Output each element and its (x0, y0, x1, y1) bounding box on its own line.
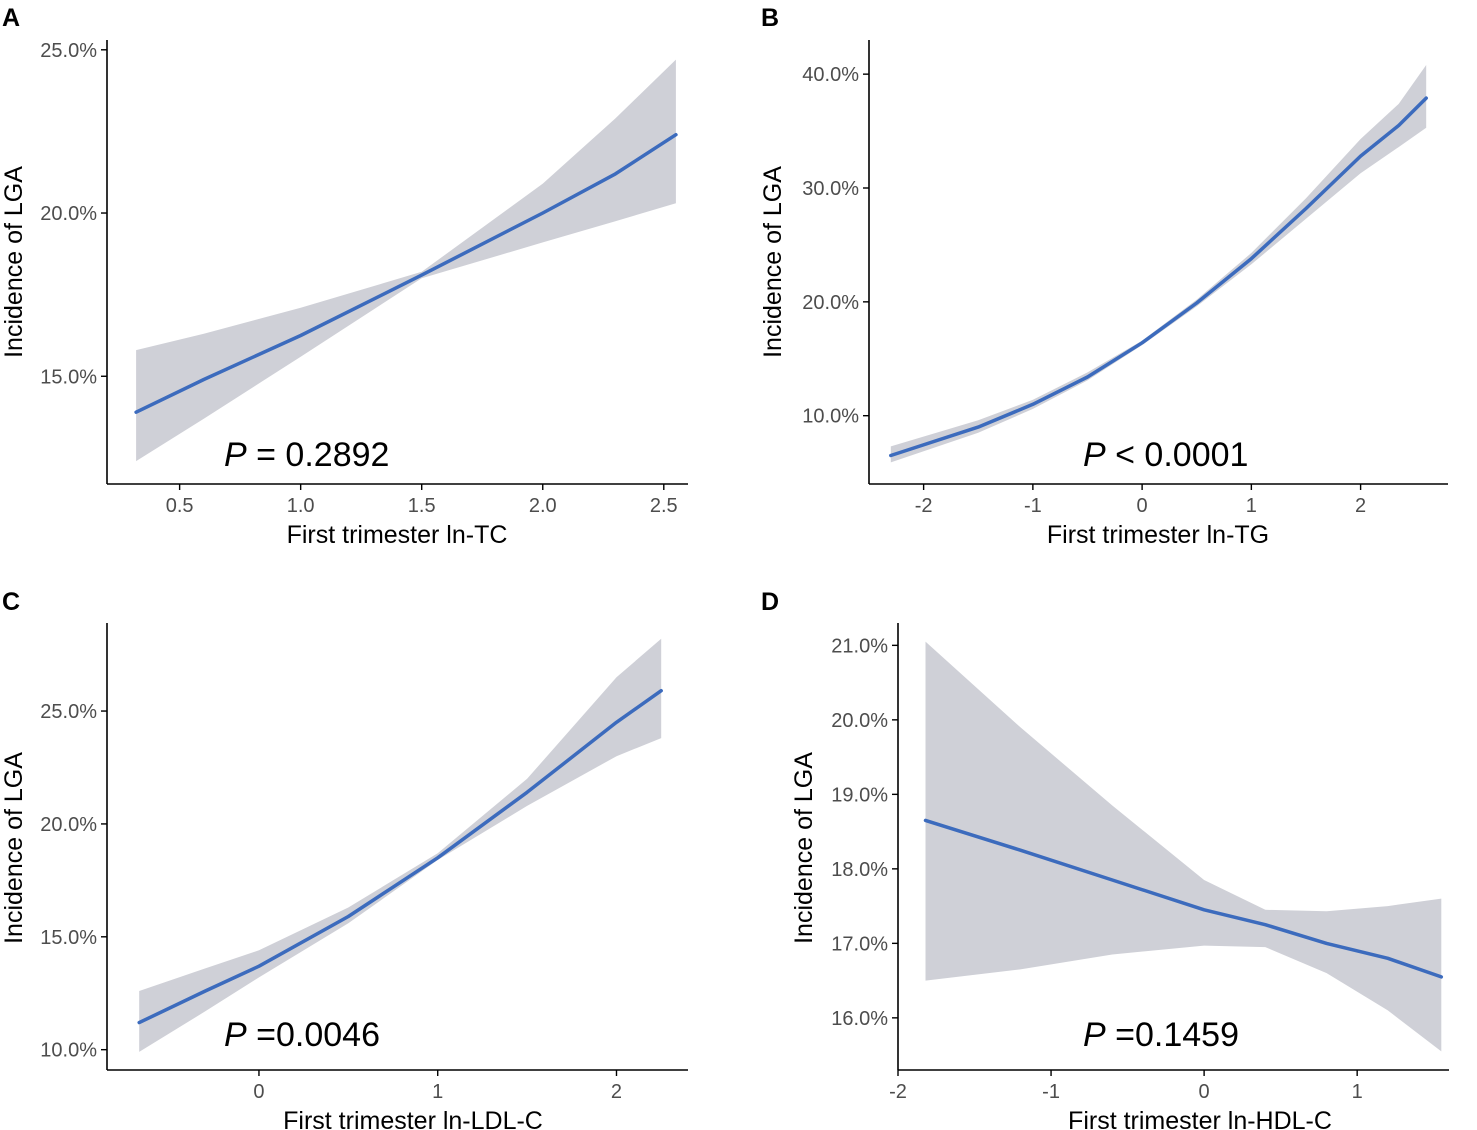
panel-b-x-tick-label: -1 (1024, 495, 1042, 517)
panel-b-p-symbol: P (1083, 436, 1106, 474)
panel-a-p-number: = 0.2892 (247, 436, 390, 474)
panel-d-chart: -2 -1 0 1 16.0% 17.0% 18.0% 19.0% 20.0% 21.0% Firs… (761, 588, 1449, 1130)
panel-d-y-tick-label: 20.0% (831, 710, 888, 732)
panel-b-x-axis-title: First trimester ln-TG (1047, 521, 1269, 549)
panel-d-x-axis-title: First trimester ln-HDL-C (1068, 1107, 1332, 1130)
panel-b-x-tick-label: -2 (915, 495, 933, 517)
panel-d-x-tick-label: 0 (1199, 1081, 1210, 1103)
panel-c-chart: 0 1 2 10.0% 15.0% 20.0% 25.0% First trimester l… (0, 588, 688, 1130)
panel-a-x-tick-label: 1.0 (287, 495, 315, 517)
panel-b-x-tick-label: 0 (1137, 495, 1148, 517)
panel-b-y-tick-label: 40.0% (802, 64, 859, 86)
panel-d-y-tick-label: 19.0% (831, 784, 888, 806)
panel-d-x-tick-label: -1 (1042, 1081, 1060, 1103)
panel-a-y-tick-label: 25.0% (40, 40, 97, 62)
panel-b-letter: B (761, 4, 779, 32)
panel-b-y-axis-title: Incidence of LGA (759, 166, 787, 358)
panel-c-p-symbol: P (224, 1016, 247, 1054)
panel-b-p-number: < 0.0001 (1106, 436, 1249, 474)
panel-d-y-tick-label: 21.0% (831, 635, 888, 657)
panel-a-x-tick-label: 0.5 (166, 495, 194, 517)
panel-b-confidence-band (890, 65, 1427, 463)
panel-d-letter: D (761, 588, 779, 616)
panel-b-x-tick-label: 2 (1355, 495, 1366, 517)
panel-a-y-axis-title: Incidence of LGA (0, 166, 28, 358)
panel-d-confidence-band (925, 641, 1442, 1052)
panel-c-x-tick-label: 2 (611, 1081, 622, 1103)
panel-b-y-tick-label: 10.0% (802, 406, 859, 428)
panel-a-chart: 0.5 1.0 1.5 2.0 2.5 15.0% 20.0% 25.0% First trim… (0, 4, 688, 549)
panel-d-x-tick-label: 1 (1352, 1081, 1363, 1103)
panel-d-fit-line (923, 818, 1444, 979)
panel-d-x-tick-label: -2 (889, 1081, 907, 1103)
panel-a-x-tick-label: 2.0 (529, 495, 557, 517)
panel-a-p-symbol: P (224, 436, 247, 474)
panel-d-y-tick-label: 17.0% (831, 933, 888, 955)
panel-c-confidence-band (139, 638, 662, 1052)
panel-c-y-tick-label: 10.0% (40, 1040, 97, 1062)
panel-b-p-value: P < 0.0001 (1083, 436, 1248, 474)
panel-d-p-symbol: P (1083, 1016, 1106, 1054)
panel-d-p-value: P =0.1459 (1083, 1016, 1239, 1054)
panel-c-x-axis-title: First trimester ln-LDL-C (283, 1107, 543, 1130)
panel-c-y-tick-label: 15.0% (40, 927, 97, 949)
panel-d-y-axis-title: Incidence of LGA (790, 752, 818, 944)
panel-a-y-tick-label: 20.0% (40, 203, 97, 225)
panel-d-y-tick-label: 18.0% (831, 859, 888, 881)
panel-a-p-value: P = 0.2892 (224, 436, 389, 474)
panel-a-confidence-band (136, 59, 676, 462)
panel-b-y-tick-label: 30.0% (802, 178, 859, 200)
panel-b-fit-line (889, 96, 1428, 458)
panel-c-y-tick-label: 25.0% (40, 701, 97, 723)
panel-c-y-axis-title: Incidence of LGA (0, 752, 28, 944)
panel-b-chart: -2 -1 0 1 2 10.0% 20.0% 30.0% 40.0% First trimest… (759, 4, 1448, 549)
panel-a-letter: A (2, 4, 20, 32)
panel-c-x-tick-label: 0 (253, 1081, 264, 1103)
panel-d-y-tick-label: 16.0% (831, 1008, 888, 1030)
panel-c-y-tick-label: 20.0% (40, 814, 97, 836)
panel-d-p-number: =0.1459 (1106, 1016, 1239, 1054)
panel-c-p-number: =0.0046 (247, 1016, 380, 1054)
panel-c-fit-line (137, 688, 663, 1025)
panel-c-x-tick-label: 1 (432, 1081, 443, 1103)
panel-c-p-value: P =0.0046 (224, 1016, 380, 1054)
panel-a-x-tick-label: 1.5 (408, 495, 436, 517)
panel-a-y-tick-label: 15.0% (40, 366, 97, 388)
panel-b-y-tick-label: 20.0% (802, 292, 859, 314)
panel-a-fit-line (134, 132, 678, 414)
panel-a-x-axis-title: First trimester ln-TC (287, 521, 508, 549)
panel-c-letter: C (2, 588, 20, 616)
panel-a-x-tick-label: 2.5 (650, 495, 678, 517)
panel-b-x-tick-label: 1 (1246, 495, 1257, 517)
